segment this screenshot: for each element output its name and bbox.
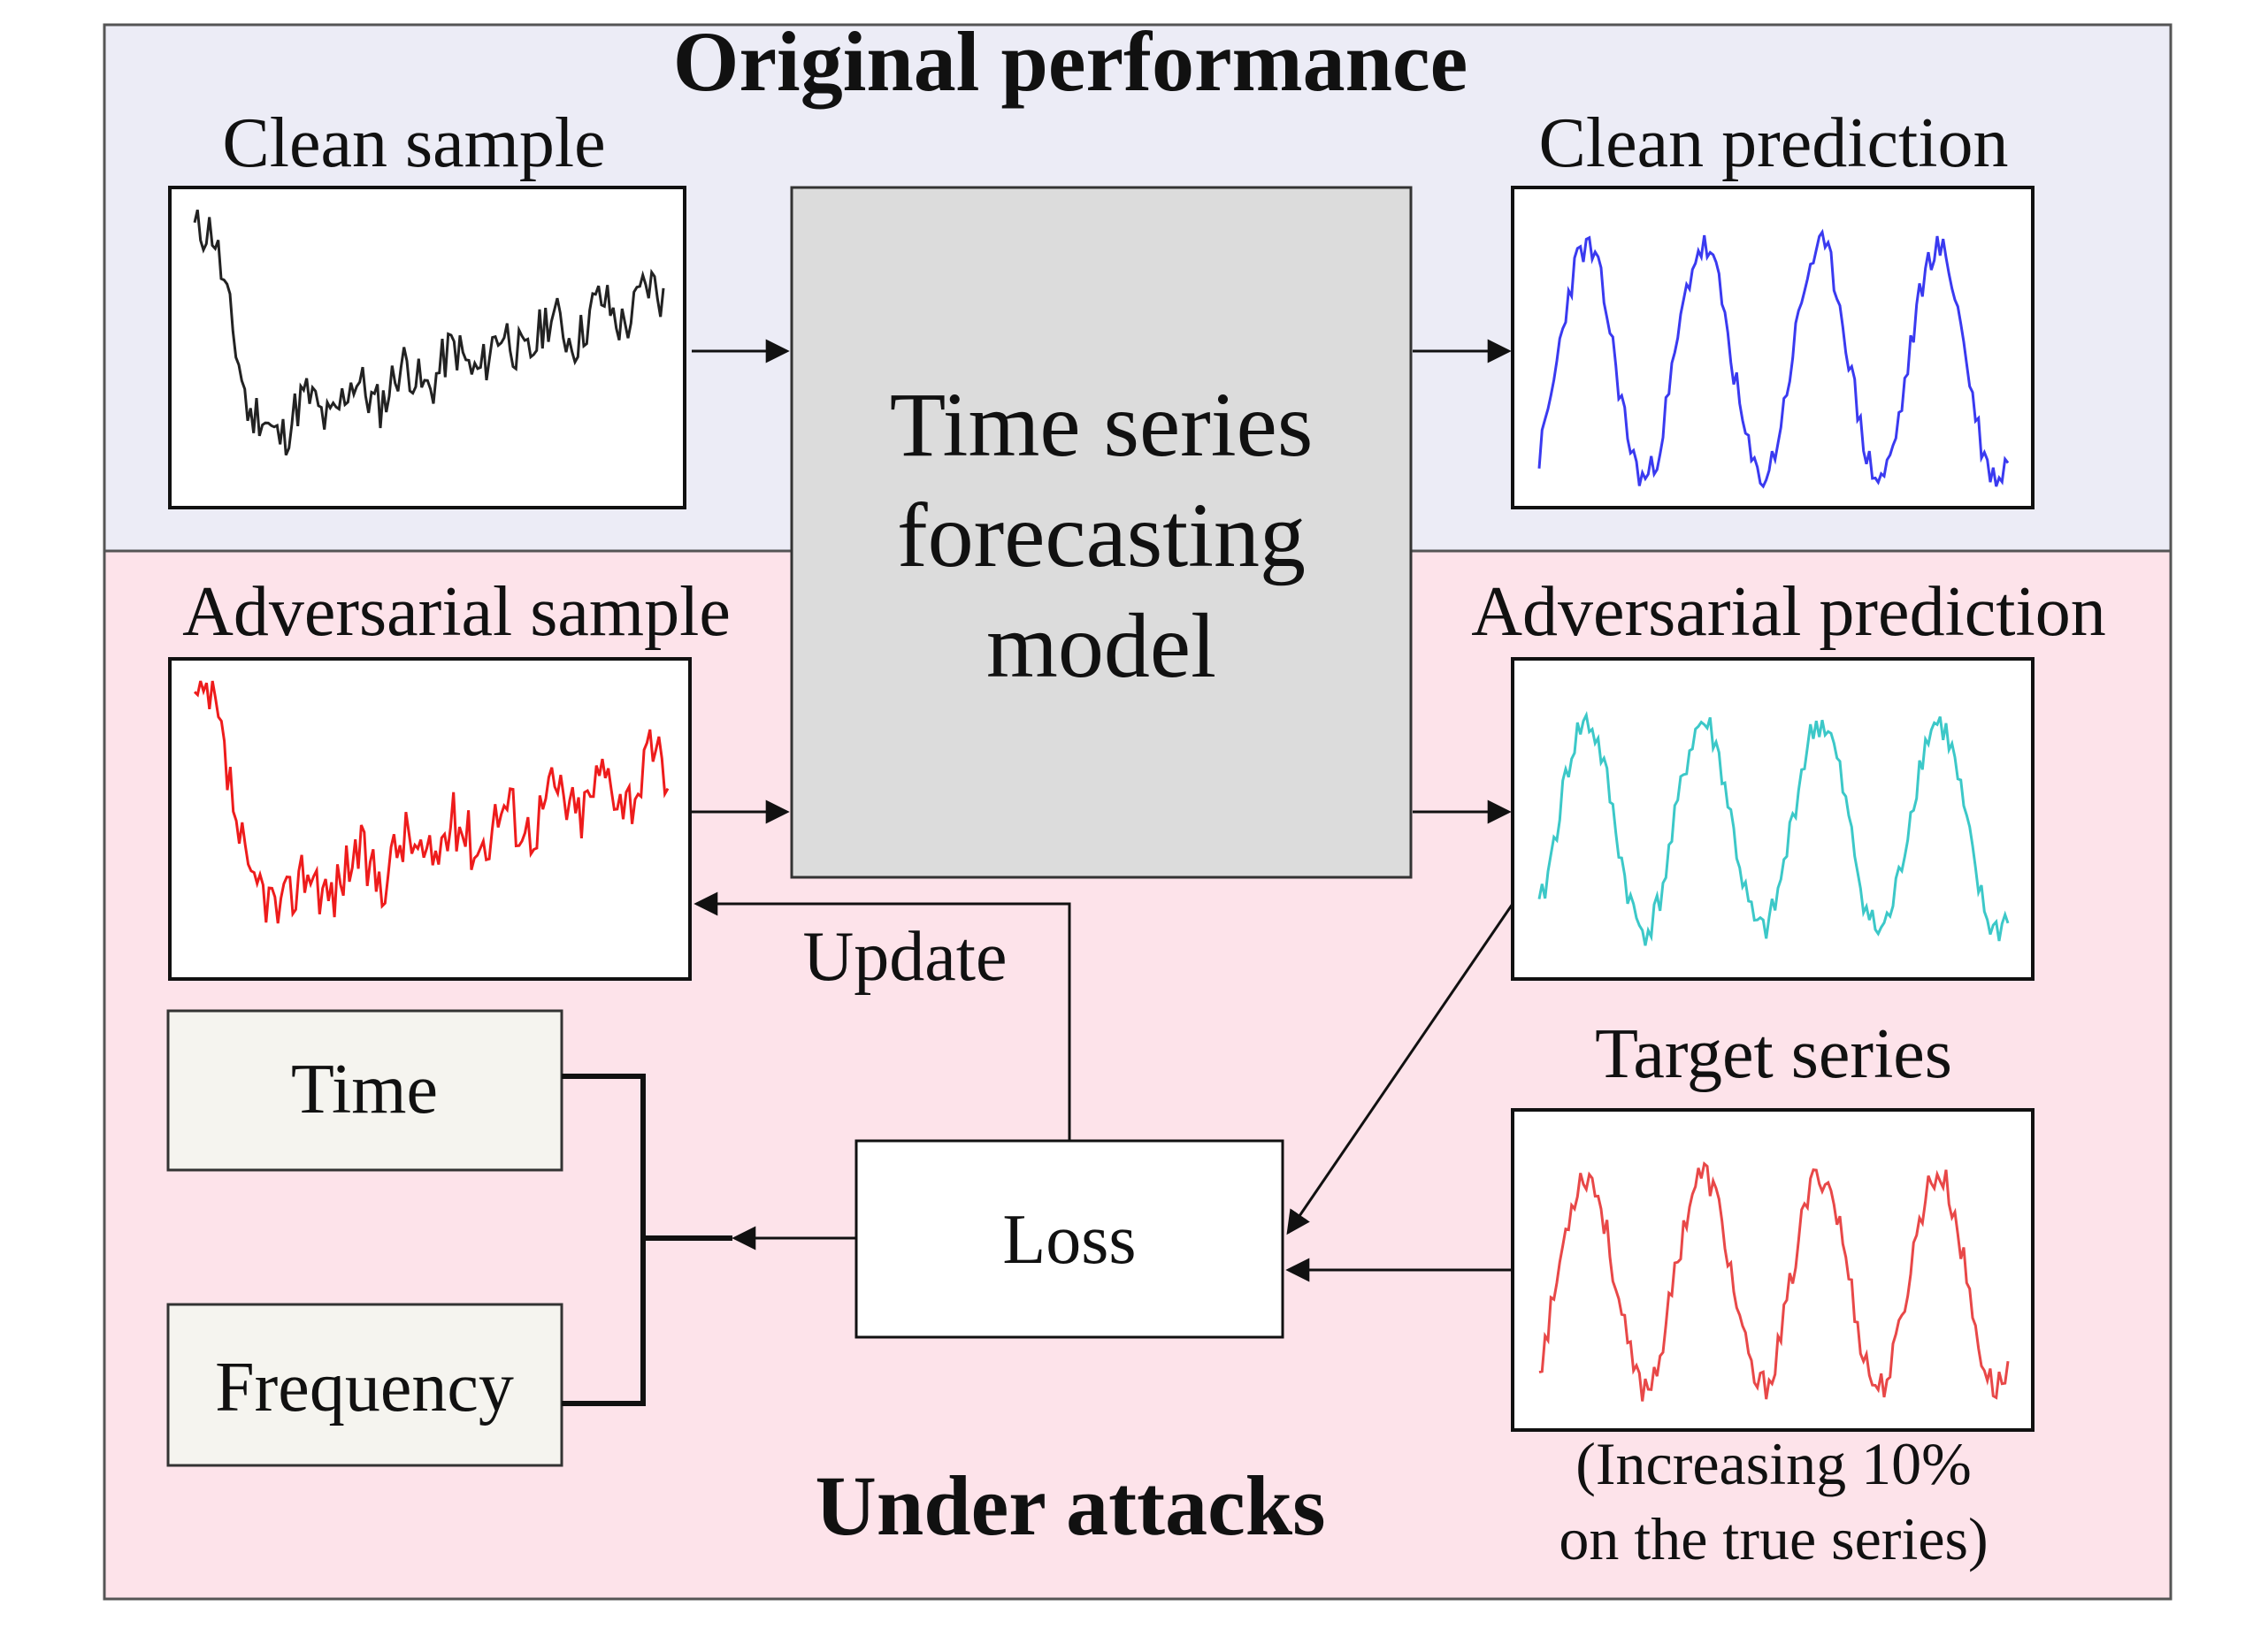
adversarial-sample-panel	[168, 657, 692, 981]
adversarial-prediction-series	[1537, 710, 2010, 946]
adversarial-sample-label: Adversarial sample	[182, 573, 731, 651]
target-note-line2: on the true series)	[1559, 1505, 1988, 1572]
clean-sample-series	[193, 209, 665, 456]
adversarial-sample-series	[193, 680, 670, 924]
model-label-line2: forecasting	[897, 485, 1306, 586]
adversarial-prediction-panel	[1511, 657, 2035, 981]
section-title-attacks: Under attacks	[816, 1458, 1326, 1553]
clean-prediction-panel	[1511, 186, 2035, 509]
arrow-adversarial-prediction-to-loss	[1286, 903, 1514, 1235]
model-label-line3: model	[986, 595, 1216, 697]
frequency-domain-label: Frequency	[215, 1349, 514, 1426]
model-label-line1: Time series	[890, 374, 1314, 476]
target-series-label: Target series	[1595, 1015, 1952, 1093]
clean-sample-panel	[168, 186, 686, 509]
clean-prediction-label: Clean prediction	[1539, 104, 2009, 182]
loss-label: Loss	[1002, 1201, 1136, 1279]
time-domain-label: Time	[291, 1051, 438, 1128]
frequency-domain-box	[166, 1303, 563, 1467]
adversarial-prediction-label: Adversarial prediction	[1471, 573, 2106, 651]
section-title-original: Original performance	[673, 14, 1468, 109]
time-domain-box	[166, 1009, 563, 1172]
forecasting-model-block	[790, 186, 1413, 879]
update-label: Update	[802, 918, 1007, 996]
target-series-line	[1538, 1161, 2010, 1402]
clean-sample-label: Clean sample	[222, 104, 605, 182]
clean-prediction-series	[1537, 228, 2010, 489]
target-series-panel	[1511, 1108, 2035, 1432]
target-note-line1: (Increasing 10%	[1575, 1430, 1971, 1497]
arrow-update-to-adversarial-sample	[694, 891, 1071, 1141]
